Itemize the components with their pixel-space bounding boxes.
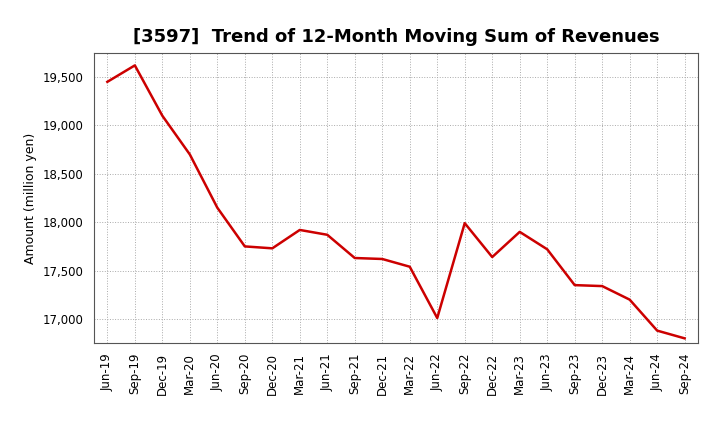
Y-axis label: Amount (million yen): Amount (million yen): [24, 132, 37, 264]
Title: [3597]  Trend of 12-Month Moving Sum of Revenues: [3597] Trend of 12-Month Moving Sum of R…: [132, 28, 660, 46]
